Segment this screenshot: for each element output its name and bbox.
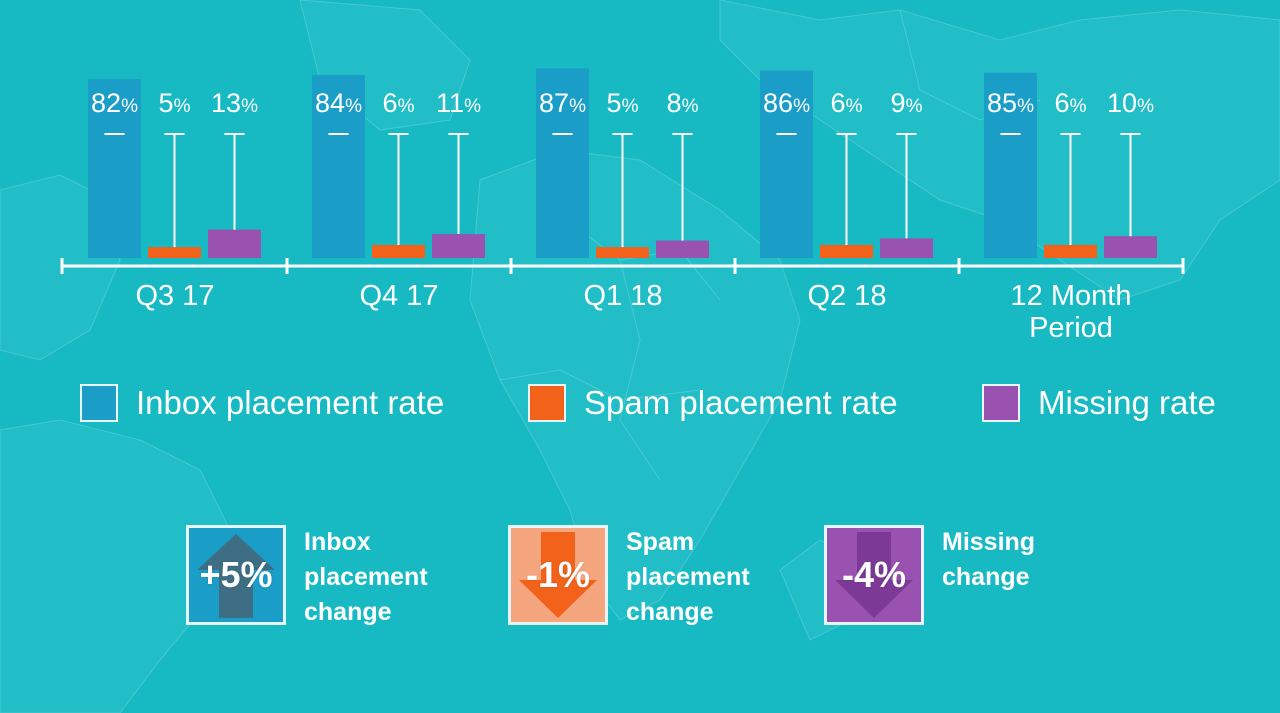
value-label-spam-placement-rate-q4-17: 6% (383, 88, 415, 118)
x-tick-label-q3-17: Q3 17 (136, 280, 215, 312)
x-tick-label-q2-18: Q2 18 (808, 280, 887, 312)
bar-spam-placement-rate-q4-17 (372, 244, 425, 258)
legend-swatch-spam (528, 384, 566, 422)
value-label-missing-rate-q3-17: 13% (211, 88, 258, 118)
x-axis-ticks-layer (60, 258, 1185, 274)
value-label-missing-rate-q4-17: 11% (436, 88, 481, 118)
change-box-spam: -1% (508, 525, 608, 625)
legend-item-spam: Spam placement rate (528, 378, 898, 428)
change-value-inbox: +5% (199, 554, 273, 595)
bars-layer (88, 68, 1157, 259)
leader-lines-layer (104, 133, 1141, 248)
value-label-spam-placement-rate-q2-18: 6% (831, 88, 863, 118)
x-axis-labels-layer: Q3 17 Q4 17 Q1 18 Q2 18 12 Month Period (136, 280, 1132, 344)
bar-inbox-placement-rate-q3-17 (88, 79, 141, 259)
arrow-up-icon (197, 534, 275, 618)
legend-swatch-inbox (80, 384, 118, 422)
bar-missing-rate-q3-17 (208, 229, 261, 258)
value-label-inbox-placement-rate-q2-18: 86% (763, 88, 810, 118)
bar-inbox-placement-rate-q2-18 (760, 70, 813, 259)
value-label-inbox-placement-rate-q4-17: 84% (315, 88, 362, 118)
legend-item-inbox: Inbox placement rate (80, 378, 444, 428)
bar-inbox-placement-rate-q4-17 (312, 74, 365, 258)
bar-spam-placement-rate-q1-18 (596, 247, 649, 258)
bar-missing-rate-q4-17 (432, 234, 485, 258)
bar-spam-placement-rate-q2-18 (820, 244, 873, 258)
bar-missing-rate-12-month-period (1104, 236, 1157, 258)
value-label-inbox-placement-rate-q3-17: 82% (91, 88, 138, 118)
bar-inbox-placement-rate-q1-18 (536, 68, 589, 258)
x-tick-label-12-month-period: 12 Month Period (1011, 280, 1132, 344)
value-label-spam-placement-rate-q1-18: 5% (607, 88, 639, 118)
change-value-spam: -1% (525, 554, 591, 595)
value-label-missing-rate-q1-18: 8% (667, 88, 699, 118)
bar-missing-rate-q1-18 (656, 240, 709, 258)
bar-spam-placement-rate-q3-17 (148, 247, 201, 258)
change-label-missing: Missing change (942, 528, 1036, 591)
x-tick-label-q1-18: Q1 18 (584, 280, 663, 312)
value-label-inbox-placement-rate-q1-18: 87% (539, 88, 586, 118)
change-label-spam: Spam placement change (626, 528, 750, 626)
legend: Inbox placement rate Spam placement rate… (0, 378, 1280, 428)
legend-swatch-missing (982, 384, 1020, 422)
value-labels-layer: 82% 5% 13% 84% 6% 11% 87% 5% 8% 86% 6% 9% 85% 6% 10% (91, 88, 1154, 118)
legend-label-spam: Spam placement rate (584, 384, 898, 421)
legend-label-inbox: Inbox placement rate (136, 384, 445, 421)
change-box-missing: -4% (824, 525, 924, 625)
legend-item-missing: Missing rate (982, 378, 1216, 428)
value-label-spam-placement-rate-12-month-period: 6% (1055, 88, 1087, 118)
change-value-missing: -4% (841, 554, 907, 595)
arrow-down-icon (519, 532, 597, 618)
value-label-inbox-placement-rate-12-month-period: 85% (987, 88, 1034, 118)
change-label-inbox: Inbox placement change (304, 528, 428, 626)
value-label-spam-placement-rate-q3-17: 5% (159, 88, 191, 118)
value-label-missing-rate-12-month-period: 10% (1107, 88, 1154, 118)
legend-label-missing: Missing rate (1038, 384, 1216, 421)
bar-missing-rate-q2-18 (880, 238, 933, 258)
change-box-inbox: +5% (186, 525, 286, 625)
value-label-missing-rate-q2-18: 9% (891, 88, 923, 118)
x-tick-label-q4-17: Q4 17 (360, 280, 439, 312)
bar-inbox-placement-rate-12-month-period (984, 72, 1037, 258)
arrow-down-icon (835, 532, 913, 618)
bar-spam-placement-rate-12-month-period (1044, 244, 1097, 258)
bar-chart: 82% 5% 13% 84% 6% 11% 87% 5% 8% 86% 6% 9% 85% 6% 10% Q… (60, 68, 1185, 344)
